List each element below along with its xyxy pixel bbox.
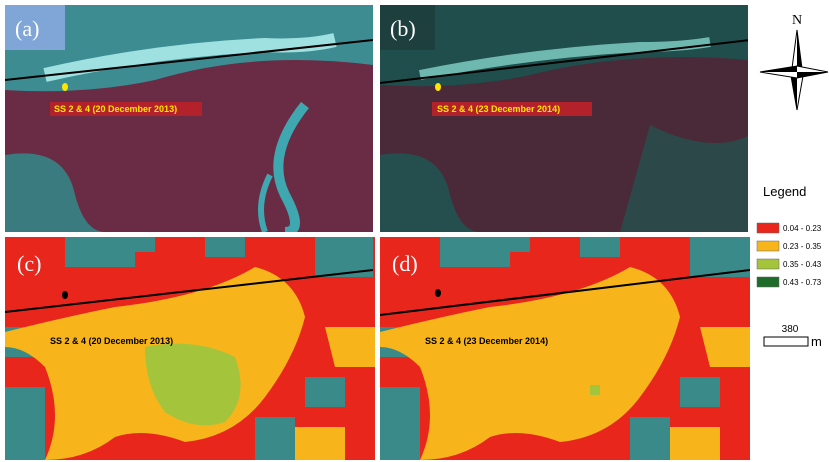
legend-swatch <box>756 276 780 288</box>
legend-swatch <box>756 240 780 252</box>
legend-label: 0.23 - 0.35 <box>783 242 822 251</box>
panel-c: (c) SS 2 & 4 (20 December 2013) <box>5 237 375 460</box>
panel-d: (d) SS 2 & 4 (23 December 2014) <box>380 237 750 460</box>
annotation: SS 2 & 4 (20 December 2013) <box>54 104 177 114</box>
panel-label: (a) <box>15 16 39 41</box>
legend-label: 0.35 - 0.43 <box>783 260 822 269</box>
panel-label: (b) <box>390 16 416 41</box>
north-label: N <box>792 13 802 28</box>
legend-label: 0.04 - 0.23 <box>783 224 822 233</box>
legend-label: 0.43 - 0.73 <box>783 278 822 287</box>
legend: 0.04 - 0.23 0.23 - 0.35 0.35 - 0.43 0.43 - … <box>756 222 822 288</box>
scale-unit: m <box>811 334 822 349</box>
annotation: SS 2 & 4 (20 December 2013) <box>50 336 173 346</box>
legend-swatch <box>756 258 780 270</box>
panel-label: (c) <box>17 251 41 276</box>
north-arrow: N <box>759 13 829 111</box>
annotation: SS 2 & 4 (23 December 2014) <box>437 104 560 114</box>
panel-label: (d) <box>392 251 418 276</box>
legend-title: Legend <box>763 184 806 199</box>
scale-bar <box>763 336 809 347</box>
panel-b: (b) SS 2 & 4 (23 December 2014) <box>380 5 748 232</box>
panel-a: (a) SS 2 & 4 (20 December 2013) <box>5 5 373 232</box>
scale-value: 380 <box>782 324 799 335</box>
annotation: SS 2 & 4 (23 December 2014) <box>425 336 548 346</box>
legend-swatch <box>756 222 780 234</box>
